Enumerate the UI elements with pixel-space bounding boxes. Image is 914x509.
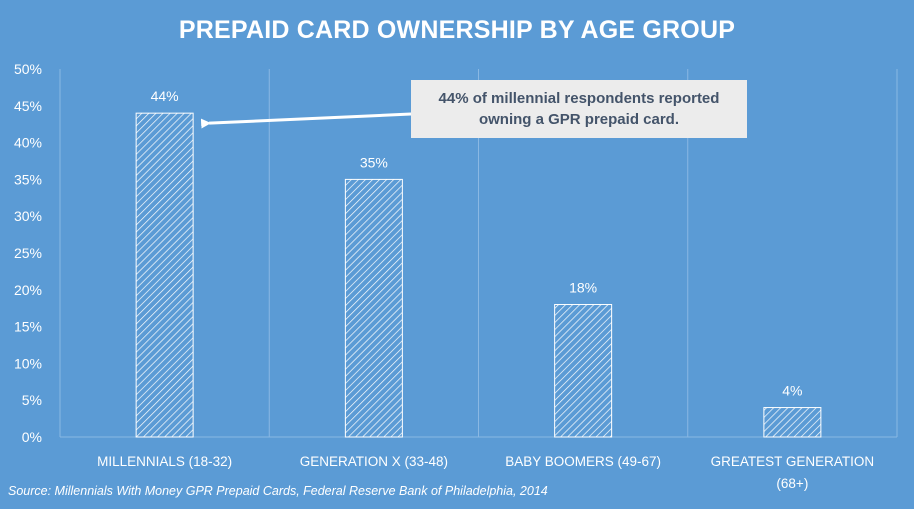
- x-tick-label: (68+): [776, 476, 808, 491]
- x-tick-label: GREATEST GENERATION: [711, 454, 875, 469]
- chart-title: PREPAID CARD OWNERSHIP BY AGE GROUP: [178, 16, 736, 44]
- arrow-layer: [200, 112, 412, 129]
- x-tick-label: GENERATION X (33-48): [300, 454, 448, 469]
- y-tick-label: 20%: [14, 282, 42, 298]
- annotation-arrow: [200, 112, 412, 129]
- x-tick-label: MILLENNIALS (18-32): [97, 454, 232, 469]
- axis-layer: 0% 5% 10% 15% 20% 25% 30% 35% 40% 45% 50%: [14, 61, 897, 445]
- y-tick-label: 30%: [14, 208, 42, 224]
- y-tick-label: 25%: [14, 245, 42, 261]
- y-tick-label: 15%: [14, 319, 42, 335]
- x-tick-label: BABY BOOMERS (49-67): [505, 454, 661, 469]
- bar: [135, 112, 194, 438]
- bar: [344, 178, 403, 438]
- data-label: 35%: [360, 154, 388, 170]
- data-label: 18%: [569, 280, 597, 296]
- annotation-callout: 44% of millennial respondents reported o…: [411, 80, 747, 138]
- bar-layer: [135, 112, 822, 438]
- y-tick-label: 0%: [22, 429, 42, 445]
- y-tick-label: 50%: [14, 61, 42, 77]
- y-tick-label: 40%: [14, 135, 42, 151]
- data-label: 4%: [782, 383, 802, 399]
- source-note: Source: Millennials With Money GPR Prepa…: [8, 484, 548, 498]
- y-tick-label: 35%: [14, 171, 42, 187]
- data-label: 44%: [151, 88, 179, 104]
- label-layer: 44% MILLENNIALS (18-32) 35% GENERATION X (3…: [97, 88, 874, 491]
- y-tick-label: 10%: [14, 355, 42, 371]
- y-tick-label: 5%: [22, 392, 42, 408]
- bar: [554, 304, 613, 438]
- y-tick-label: 45%: [14, 98, 42, 114]
- bar: [763, 407, 822, 438]
